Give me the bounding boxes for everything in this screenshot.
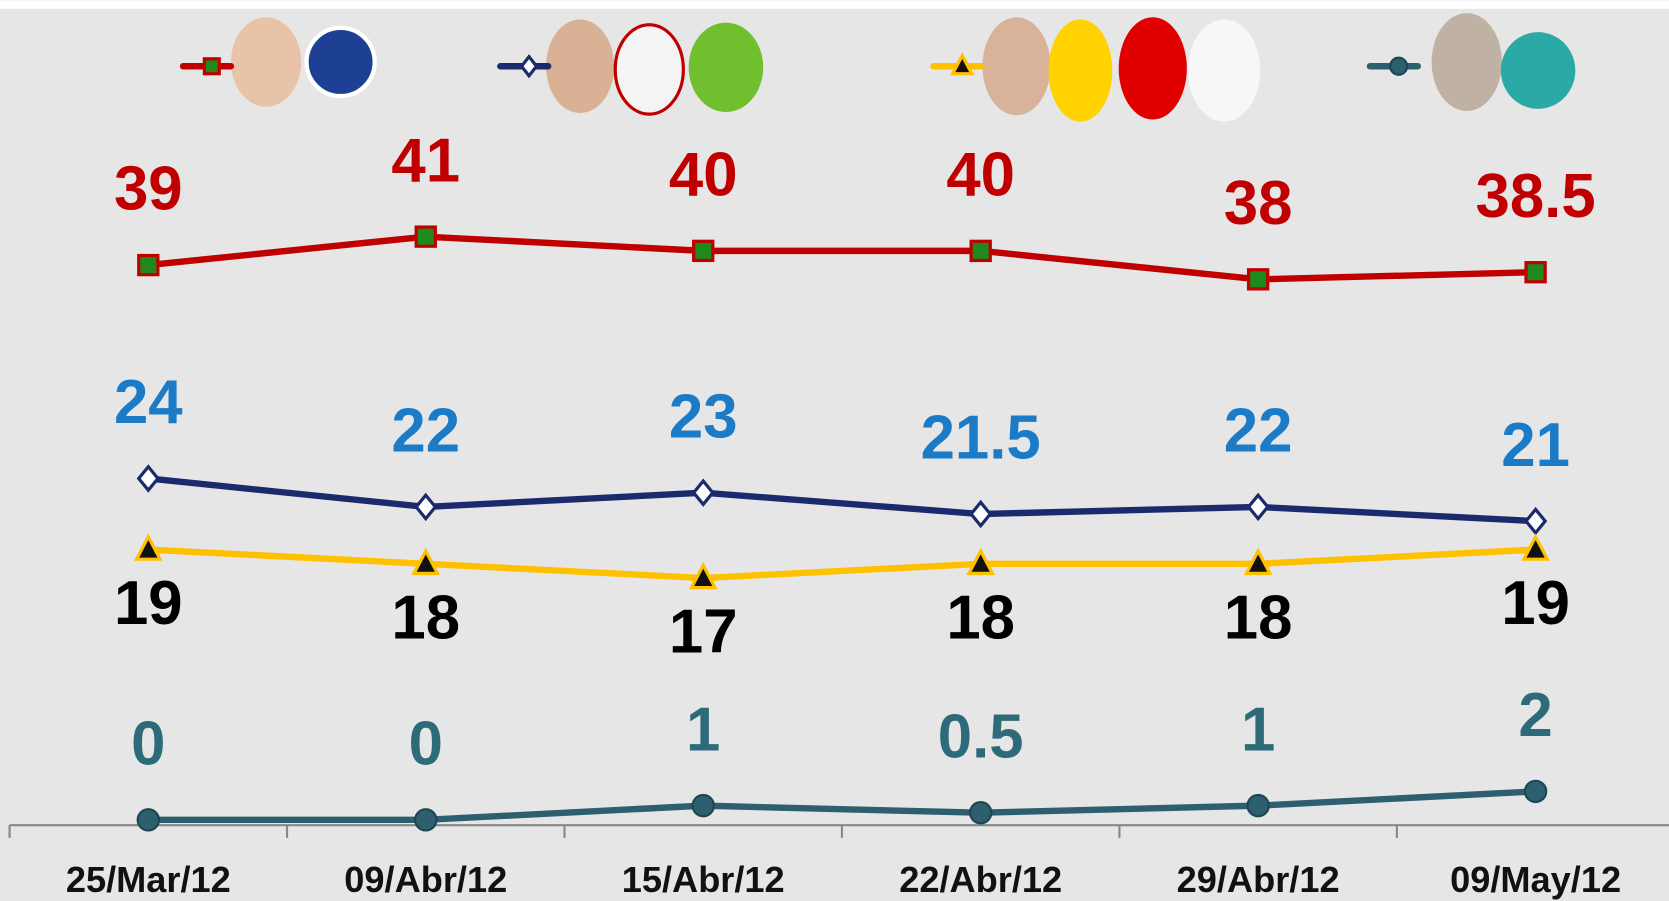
background [0, 0, 1669, 900]
party-logo [1048, 19, 1112, 121]
data-label: 41 [391, 126, 460, 195]
candidate-photo [231, 17, 301, 106]
chart: 25/Mar/12 09/Abr/12 15/Abr/12 22/Abr/12 29/A… [0, 0, 1669, 901]
x-tick-label: 09/Abr/12 [344, 859, 507, 900]
data-label: 0.5 [938, 702, 1024, 771]
data-label: 40 [946, 141, 1015, 210]
point-marker [1390, 58, 1407, 75]
point-marker [970, 802, 991, 823]
party-logo [307, 28, 375, 96]
point-marker [1526, 263, 1545, 282]
data-label: 19 [114, 569, 183, 638]
data-label: 1 [1241, 695, 1275, 764]
data-label: 22 [1224, 397, 1293, 466]
point-marker [971, 241, 990, 260]
data-label: 18 [946, 583, 1015, 652]
point-marker [416, 227, 435, 246]
data-label: 22 [391, 397, 460, 466]
data-label: 23 [669, 382, 738, 451]
data-label: 18 [391, 583, 460, 652]
point-marker [693, 795, 714, 816]
data-label: 38.5 [1476, 162, 1596, 231]
party-logo [615, 25, 683, 114]
data-label: 38 [1224, 169, 1293, 238]
party-logo [1119, 17, 1187, 119]
x-tick-label: 09/May/12 [1450, 859, 1621, 900]
data-label: 0 [409, 710, 443, 779]
point-marker [139, 256, 158, 275]
data-label: 17 [669, 598, 738, 667]
data-label: 2 [1518, 681, 1552, 750]
point-marker [1247, 795, 1268, 816]
point-marker [1249, 270, 1268, 289]
point-marker [415, 809, 436, 830]
data-label: 0 [131, 710, 165, 779]
data-label: 19 [1501, 569, 1570, 638]
data-label: 39 [114, 155, 183, 224]
data-label: 21 [1501, 411, 1570, 480]
party-logo [689, 23, 764, 112]
top-strip [0, 0, 1669, 9]
party-logo [1501, 32, 1576, 109]
x-tick-label: 29/Abr/12 [1177, 859, 1340, 900]
data-label: 18 [1224, 583, 1293, 652]
candidate-photo [1432, 13, 1502, 111]
x-tick-label: 15/Abr/12 [622, 859, 785, 900]
data-label: 21.5 [921, 404, 1041, 473]
x-tick-label: 25/Mar/12 [66, 859, 231, 900]
point-marker [204, 59, 219, 74]
data-label: 24 [114, 368, 183, 437]
candidate-photo [982, 17, 1050, 115]
data-label: 40 [669, 141, 738, 210]
point-marker [694, 241, 713, 260]
point-marker [1525, 781, 1546, 802]
point-marker [138, 809, 159, 830]
candidate-photo [546, 19, 614, 113]
data-label: 1 [686, 695, 720, 764]
party-logo [1188, 19, 1260, 121]
x-tick-label: 22/Abr/12 [899, 859, 1062, 900]
